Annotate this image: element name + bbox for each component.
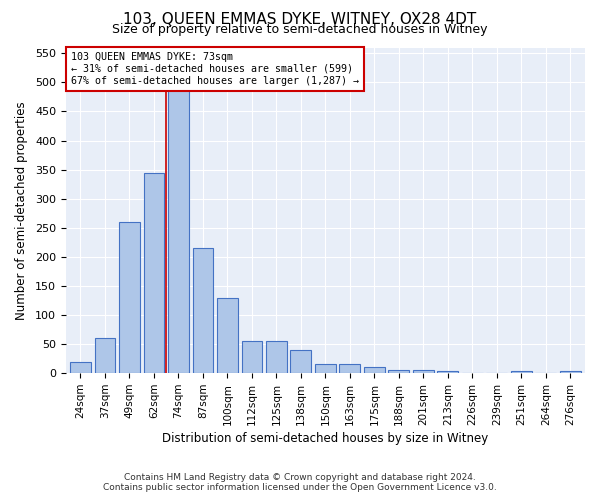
Text: Contains HM Land Registry data © Crown copyright and database right 2024.
Contai: Contains HM Land Registry data © Crown c… bbox=[103, 473, 497, 492]
X-axis label: Distribution of semi-detached houses by size in Witney: Distribution of semi-detached houses by … bbox=[162, 432, 488, 445]
Bar bbox=[168, 88, 189, 373]
Bar bbox=[560, 372, 581, 373]
Text: 103 QUEEN EMMAS DYKE: 73sqm
← 31% of semi-detached houses are smaller (599)
67% : 103 QUEEN EMMAS DYKE: 73sqm ← 31% of sem… bbox=[71, 52, 359, 86]
Bar bbox=[388, 370, 409, 373]
Bar bbox=[340, 364, 360, 373]
Bar bbox=[413, 370, 434, 373]
Bar bbox=[70, 362, 91, 373]
Bar bbox=[315, 364, 336, 373]
Bar bbox=[511, 372, 532, 373]
Y-axis label: Number of semi-detached properties: Number of semi-detached properties bbox=[15, 101, 28, 320]
Bar bbox=[95, 338, 115, 373]
Text: Size of property relative to semi-detached houses in Witney: Size of property relative to semi-detach… bbox=[112, 22, 488, 36]
Bar bbox=[290, 350, 311, 373]
Bar bbox=[119, 222, 140, 373]
Bar bbox=[193, 248, 214, 373]
Text: 103, QUEEN EMMAS DYKE, WITNEY, OX28 4DT: 103, QUEEN EMMAS DYKE, WITNEY, OX28 4DT bbox=[124, 12, 476, 28]
Bar bbox=[437, 372, 458, 373]
Bar bbox=[242, 341, 262, 373]
Bar bbox=[143, 172, 164, 373]
Bar bbox=[217, 298, 238, 373]
Bar bbox=[266, 341, 287, 373]
Bar bbox=[364, 368, 385, 373]
